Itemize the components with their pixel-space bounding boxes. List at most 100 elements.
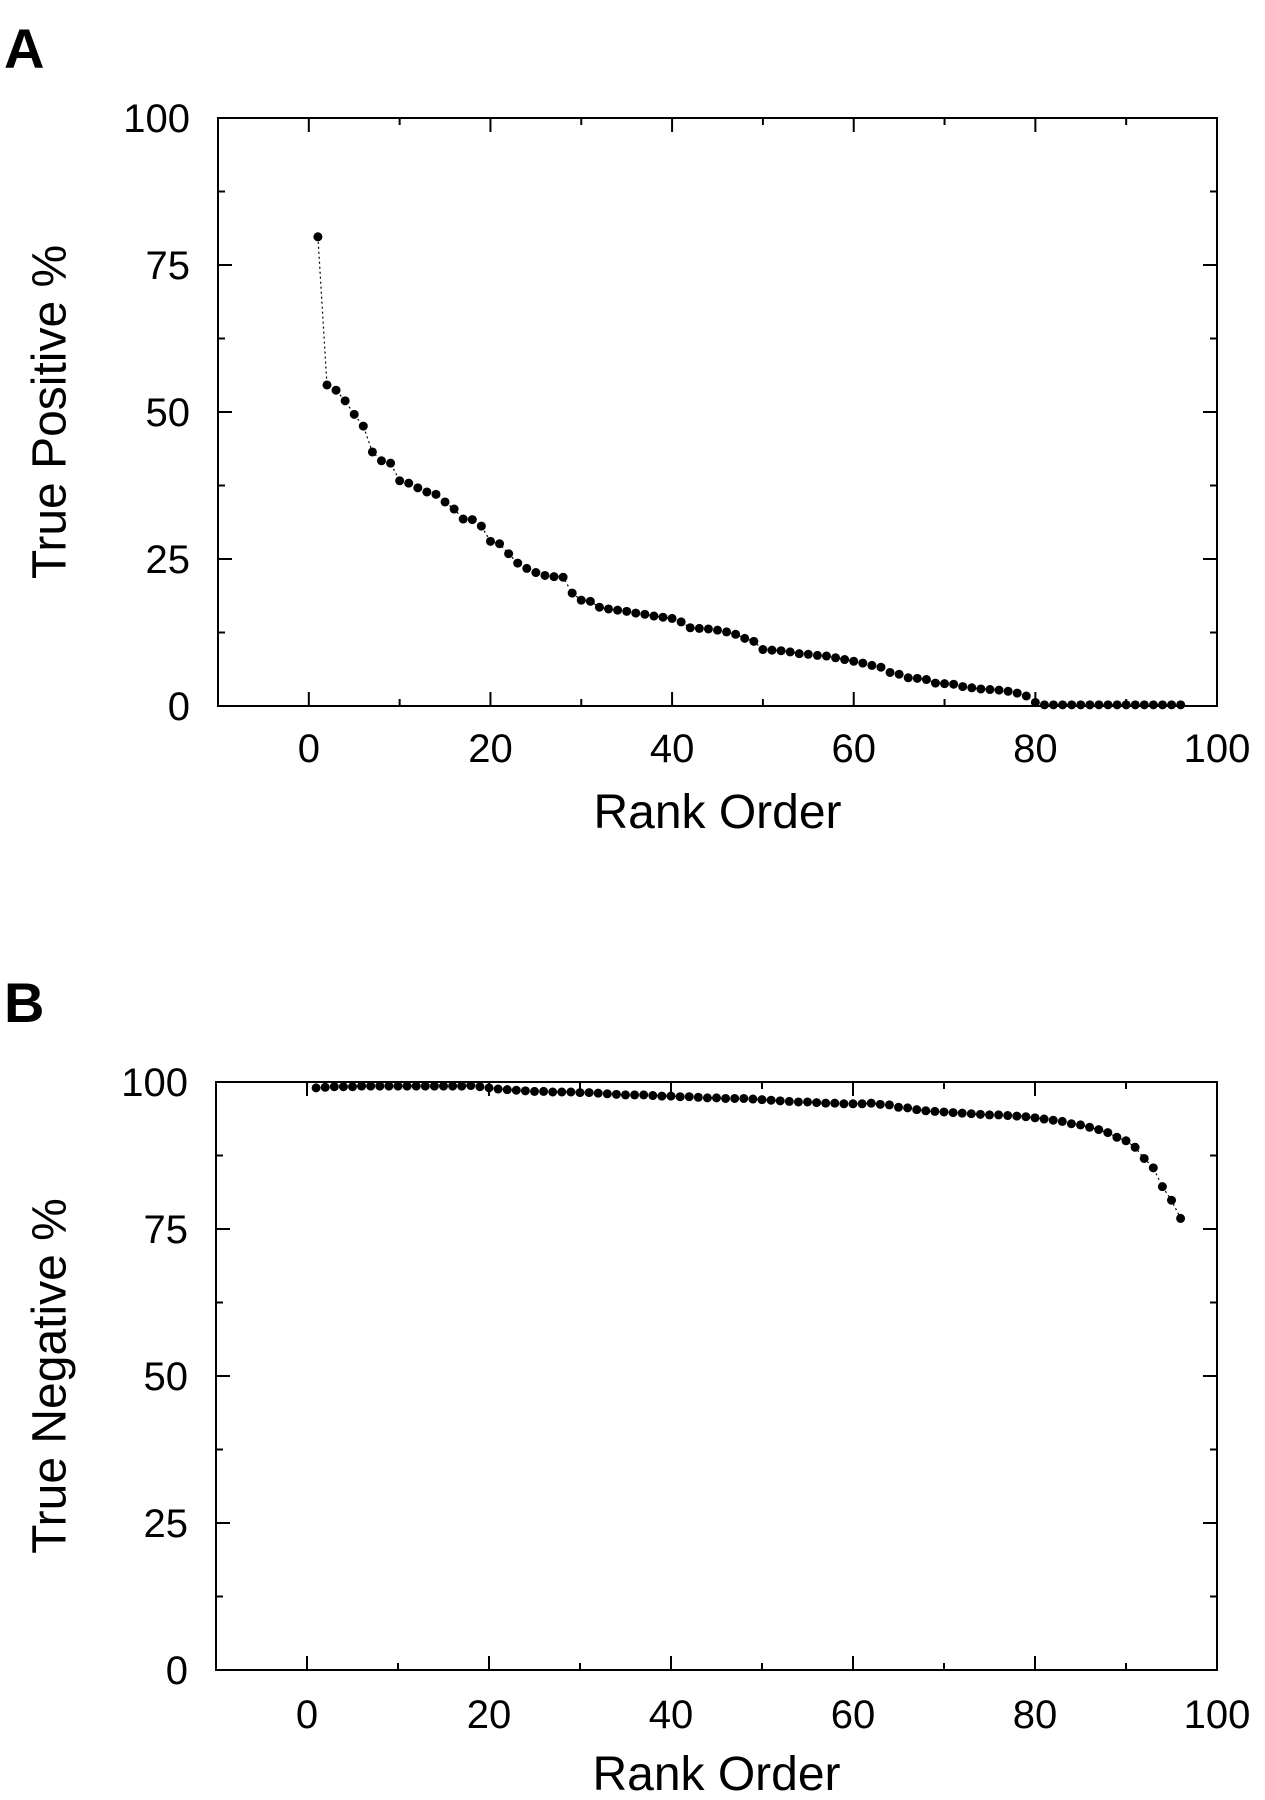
data-point <box>1103 1128 1113 1138</box>
x-tick-label: 60 <box>831 1693 876 1737</box>
data-point <box>1148 700 1158 710</box>
y-axis-title: True Negative % <box>24 1198 77 1554</box>
data-point <box>657 1091 667 1101</box>
data-point <box>921 1106 931 1116</box>
data-point <box>386 458 396 468</box>
data-point <box>1067 700 1077 710</box>
y-tick-label: 100 <box>123 97 190 141</box>
x-tick-label: 0 <box>298 727 320 771</box>
data-point <box>311 1083 321 1093</box>
series-line <box>316 1084 1182 1219</box>
data-point <box>803 1097 812 1107</box>
data-point <box>593 1088 603 1098</box>
data-point <box>921 675 931 685</box>
data-point <box>384 1081 394 1091</box>
x-tick-label: 0 <box>296 1693 318 1737</box>
data-point <box>849 656 859 666</box>
data-point <box>594 602 604 612</box>
data-point <box>558 572 568 582</box>
data-point <box>329 1082 339 1092</box>
data-point <box>885 667 895 677</box>
data-point <box>449 504 459 514</box>
data-point <box>767 645 777 655</box>
data-point <box>894 1102 903 1112</box>
data-point <box>985 685 995 695</box>
data-point <box>575 1088 585 1098</box>
data-point <box>994 685 1004 695</box>
data-point <box>812 1098 822 1108</box>
chart-panel-a: A 0 25 50 75 100 0 20 40 60 80 100 Rank Order True Po… <box>4 17 1250 839</box>
data-point <box>1066 1119 1076 1129</box>
data-point <box>358 421 368 431</box>
series-line <box>317 236 1181 706</box>
data-point <box>557 1087 567 1097</box>
data-point <box>1085 700 1095 710</box>
data-point <box>694 623 704 633</box>
data-point <box>812 650 822 660</box>
data-point <box>740 633 750 643</box>
data-point <box>793 1097 803 1107</box>
y-tick-label: 50 <box>146 391 191 435</box>
data-point <box>549 572 559 582</box>
data-point <box>1139 1153 1149 1163</box>
data-point <box>349 409 359 419</box>
data-point <box>348 1082 357 1092</box>
x-tick-label: 100 <box>1184 1693 1251 1737</box>
x-tick-label: 40 <box>650 727 695 771</box>
data-point <box>522 563 532 573</box>
data-point <box>749 636 759 646</box>
data-point <box>576 595 586 605</box>
data-point <box>1130 1142 1140 1152</box>
y-axis-title: True Positive % <box>24 245 77 579</box>
data-point <box>730 1093 740 1103</box>
data-point <box>376 456 386 466</box>
y-tick-label: 75 <box>146 244 191 288</box>
data-point <box>666 1091 676 1101</box>
data-point <box>676 617 686 627</box>
y-tick-label: 100 <box>121 1061 188 1105</box>
x-tick-label: 20 <box>468 727 513 771</box>
data-point <box>395 476 405 486</box>
data-point <box>722 627 732 637</box>
data-point <box>958 682 968 692</box>
data-point <box>1148 1163 1158 1173</box>
data-point <box>994 1110 1004 1120</box>
data-point <box>640 609 650 619</box>
data-point <box>539 1086 549 1096</box>
data-point <box>912 673 922 683</box>
data-point <box>511 1085 521 1095</box>
data-point <box>631 608 641 618</box>
data-point <box>1057 1116 1067 1126</box>
data-point <box>784 1096 794 1106</box>
data-point <box>1030 697 1040 707</box>
data-point <box>613 605 623 615</box>
data-point <box>939 1107 949 1117</box>
data-point <box>739 1093 749 1103</box>
data-point <box>985 1110 994 1120</box>
x-tick-label: 20 <box>467 1693 512 1737</box>
data-point <box>420 1081 430 1091</box>
panel-label: B <box>4 971 44 1034</box>
data-point <box>413 483 423 493</box>
data-point <box>467 515 477 525</box>
data-point <box>675 1092 685 1102</box>
data-point <box>1176 700 1186 710</box>
data-point <box>585 596 595 606</box>
data-point <box>484 1083 494 1093</box>
data-point <box>1030 1113 1040 1123</box>
chart-panel-b: B 0 25 50 75 100 0 20 40 60 80 100 Rank Order True Ne… <box>4 971 1250 1800</box>
data-point <box>566 1087 576 1097</box>
data-point <box>830 1098 840 1108</box>
data-point <box>1130 700 1140 710</box>
data-point <box>513 558 523 568</box>
data-point <box>622 606 632 616</box>
data-point <box>1112 700 1122 710</box>
data-point <box>702 1093 712 1103</box>
data-point <box>621 1090 630 1100</box>
data-point <box>967 683 977 693</box>
data-point <box>485 536 495 546</box>
data-point <box>703 624 713 634</box>
data-point <box>758 645 768 655</box>
data-point <box>712 1093 721 1103</box>
plot-frame <box>215 1081 1218 1671</box>
